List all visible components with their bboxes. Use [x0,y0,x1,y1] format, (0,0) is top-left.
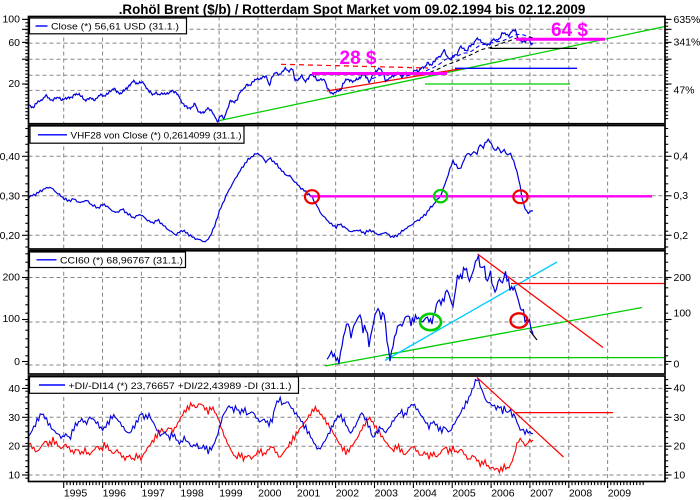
svg-text:30: 30 [8,412,20,424]
svg-text:0,3: 0,3 [674,190,689,202]
svg-text:1996: 1996 [103,488,127,500]
svg-text:2003: 2003 [375,488,399,500]
svg-text:28 $: 28 $ [340,48,377,69]
svg-text:100: 100 [2,313,20,325]
svg-text:2005: 2005 [452,488,476,500]
svg-text:Close (*) 56,61 USD (31.1.): Close (*) 56,61 USD (31.1.) [51,22,179,33]
svg-text:2006: 2006 [491,488,515,500]
svg-text:40: 40 [8,383,20,395]
svg-text:2004: 2004 [414,488,438,500]
svg-text:2007: 2007 [530,488,554,500]
svg-text:0,2: 0,2 [674,230,689,242]
svg-text:40: 40 [674,383,686,395]
svg-text:2008: 2008 [569,488,593,500]
svg-text:64 $: 64 $ [551,20,588,41]
svg-text:200: 200 [2,272,20,284]
svg-text:10: 10 [8,470,20,482]
svg-text:100: 100 [2,14,20,26]
svg-text:1998: 1998 [180,488,204,500]
svg-text:10: 10 [674,470,686,482]
svg-text:341%: 341% [674,37,700,49]
svg-text:1995: 1995 [64,488,88,500]
svg-text:0,30: 0,30 [0,190,20,202]
svg-text:CCI60 (*) 68,96767 (31.1.): CCI60 (*) 68,96767 (31.1.) [60,255,183,266]
svg-text:0,20: 0,20 [0,230,20,242]
svg-text:47%: 47% [674,85,695,97]
svg-text:100: 100 [674,308,692,320]
svg-text:635%: 635% [674,14,700,26]
svg-text:1997: 1997 [142,488,166,500]
svg-text:0,4: 0,4 [674,150,689,162]
svg-text:20: 20 [8,441,20,453]
svg-text:2009: 2009 [608,488,632,500]
svg-text:20: 20 [8,78,20,90]
svg-text:2001: 2001 [297,488,321,500]
svg-text:200: 200 [674,272,692,284]
svg-text:2002: 2002 [336,488,360,500]
svg-text:30: 30 [674,412,686,424]
svg-text:.Rohöl Brent ($/b) / Rotterdam: .Rohöl Brent ($/b) / Rotterdam Spot Mark… [119,2,586,17]
svg-text:1999: 1999 [219,488,243,500]
svg-text:0: 0 [674,359,680,371]
svg-text:20: 20 [674,441,686,453]
svg-text:60: 60 [8,37,20,49]
svg-text:0: 0 [14,356,20,368]
svg-text:2000: 2000 [258,488,282,500]
svg-text:0,40: 0,40 [0,151,20,163]
svg-text:VHF28 von Close (*) 0,2614099: VHF28 von Close (*) 0,2614099 (31.1.) [71,130,242,141]
svg-text:+DI/-DI14 (*) 23,76657 +DI/22,: +DI/-DI14 (*) 23,76657 +DI/22,43989 -DI … [69,381,292,392]
